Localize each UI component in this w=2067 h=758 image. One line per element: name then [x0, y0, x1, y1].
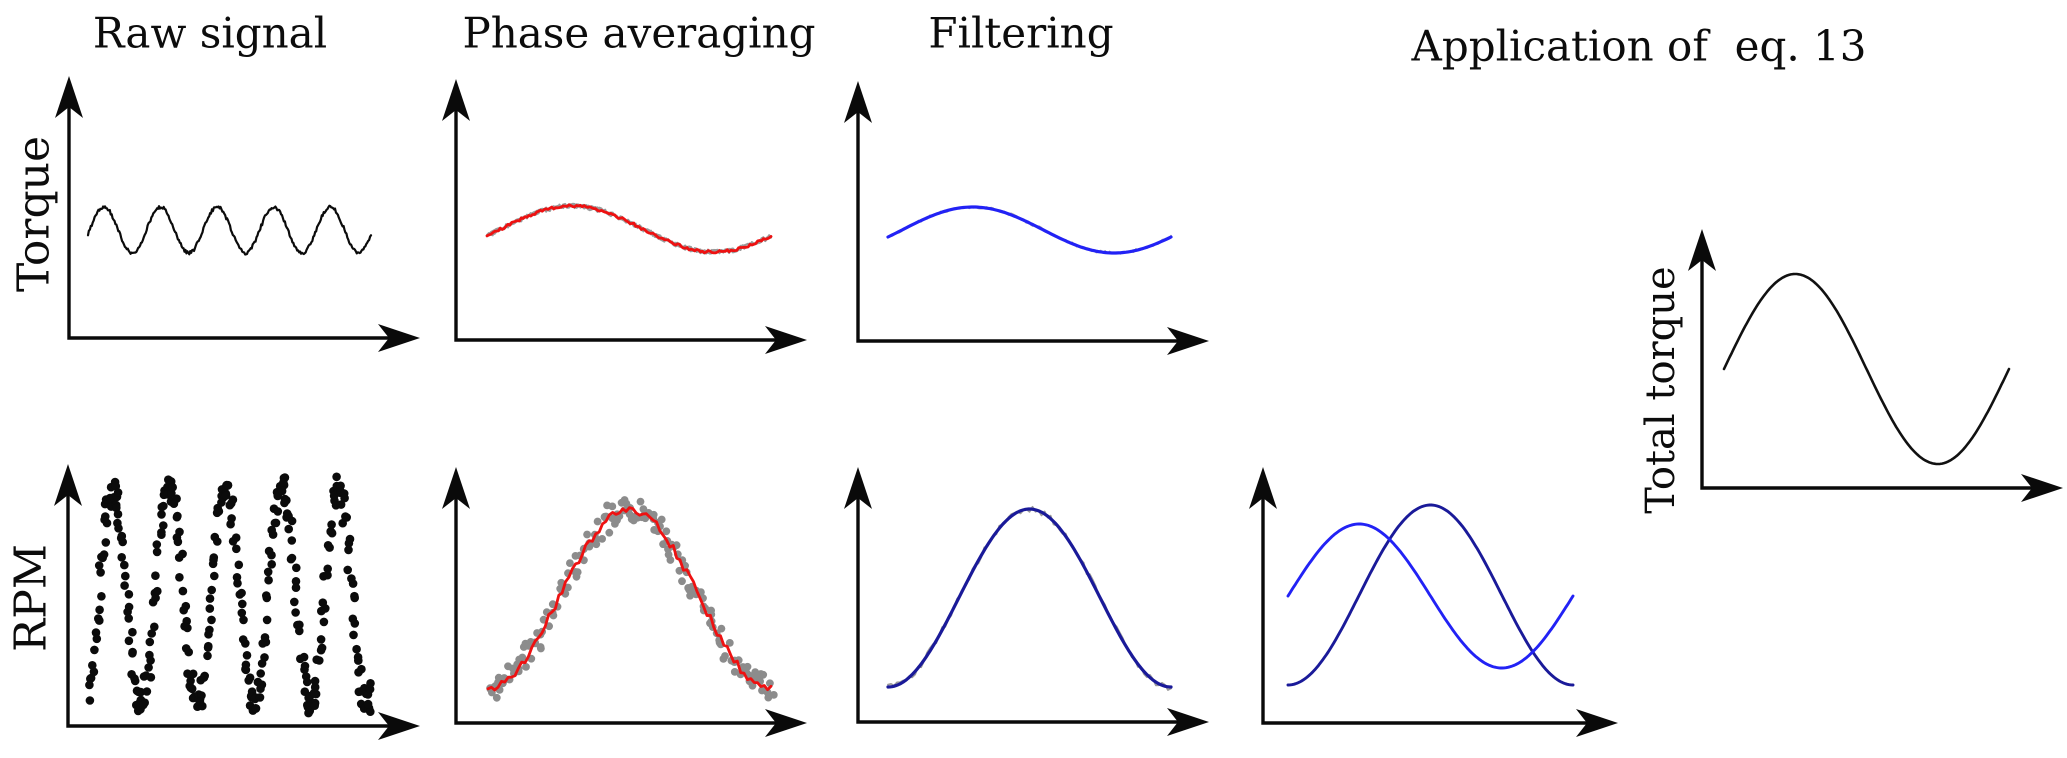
column-header-application-eq13: Application of eq. 13 — [1411, 21, 1867, 71]
y-axis-label-torque: Torque — [8, 136, 60, 292]
phase-averaged-rpm-red — [486, 506, 773, 692]
cycle-trace-gray-2 — [486, 202, 772, 255]
panel-rpm-filtered — [844, 467, 1209, 736]
axes-lines — [1261, 496, 1589, 725]
filtered-torque-blue — [886, 205, 1173, 255]
rpm-cycle-navy — [1286, 503, 1575, 687]
axes-lines — [454, 496, 778, 725]
panel-torque-filtered — [844, 81, 1209, 355]
axis-arrowheads — [844, 81, 1209, 355]
cycle-samples-gray-scatter — [486, 496, 778, 702]
column-header-phase-averaging: Phase averaging — [462, 8, 816, 58]
panel-total-torque — [1688, 229, 2063, 502]
total-torque-curve — [1722, 272, 2011, 466]
torque-cycle-blue — [1286, 522, 1575, 670]
raw-torque-signal — [86, 204, 373, 256]
axes-lines — [1700, 258, 2034, 490]
axes-lines — [856, 496, 1180, 724]
panel-rpm-raw — [54, 464, 420, 740]
axes-lines — [454, 108, 778, 342]
cycle-trace-gray-3 — [486, 203, 772, 255]
panel-torque-raw — [55, 76, 420, 352]
axes-lines — [856, 110, 1180, 343]
column-header-raw-signal: Raw signal — [92, 8, 328, 58]
axis-arrowheads — [442, 79, 807, 354]
y-axis-label-total-torque: Total torque — [1638, 266, 1684, 514]
phase-averaged-torque-red — [485, 203, 773, 255]
axis-arrowheads — [1688, 229, 2063, 502]
raw-rpm-scatter — [85, 472, 375, 718]
axes-lines — [67, 105, 391, 340]
panel-eq13-combined-signals — [1249, 467, 1618, 737]
residual-gray-trace — [887, 505, 1172, 691]
residual-gray-trace — [887, 205, 1172, 255]
cycle-trace-gray-1 — [486, 202, 772, 255]
axes-lines — [66, 493, 391, 728]
panel-torque-phase-averaged — [442, 79, 807, 354]
filtered-rpm-navy — [886, 507, 1173, 689]
panel-rpm-phase-averaged — [442, 467, 807, 737]
column-header-filtering: Filtering — [928, 8, 1114, 58]
axis-arrowheads — [844, 467, 1209, 736]
y-axis-label-rpm: RPM — [5, 544, 57, 652]
